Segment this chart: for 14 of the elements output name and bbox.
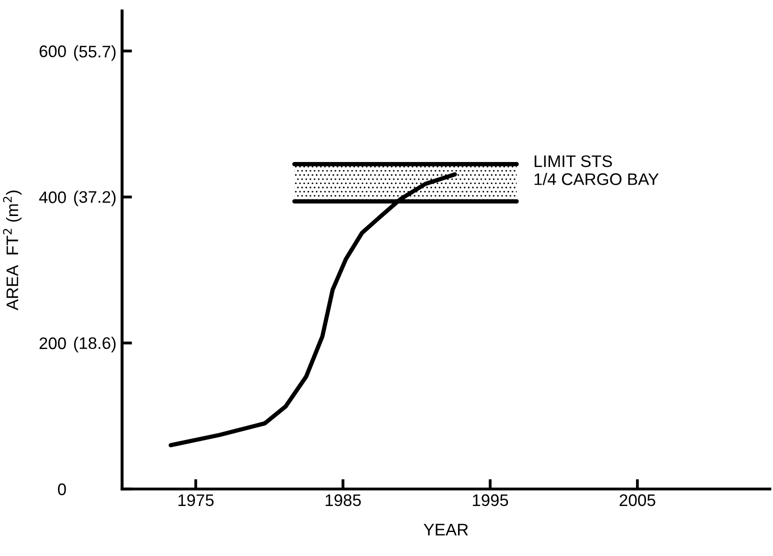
x-axis-title: YEAR — [424, 524, 468, 536]
y-tick-label: 400 — [39, 191, 66, 204]
x-tick-label: 1975 — [178, 494, 214, 506]
y-tick-label: 200 — [40, 337, 66, 350]
annotation: LIMIT STS 1/4 CARGO BAY — [534, 155, 659, 186]
x-tick-label: 1985 — [326, 494, 361, 506]
y-axis-title: AREA FT$^{2}$ (m$^{2}$) — [3, 190, 22, 310]
y2-tick-label: (55.7) — [74, 45, 116, 61]
y-tick-label: 600 — [40, 45, 66, 58]
x-tick-label: 1995 — [472, 494, 508, 506]
x-tick-label: 2005 — [620, 494, 656, 506]
y2-tick-label: (37.2) — [74, 190, 116, 206]
y-tick-label: 0 — [58, 483, 66, 496]
y2-tick-label: (18.6) — [74, 336, 116, 352]
